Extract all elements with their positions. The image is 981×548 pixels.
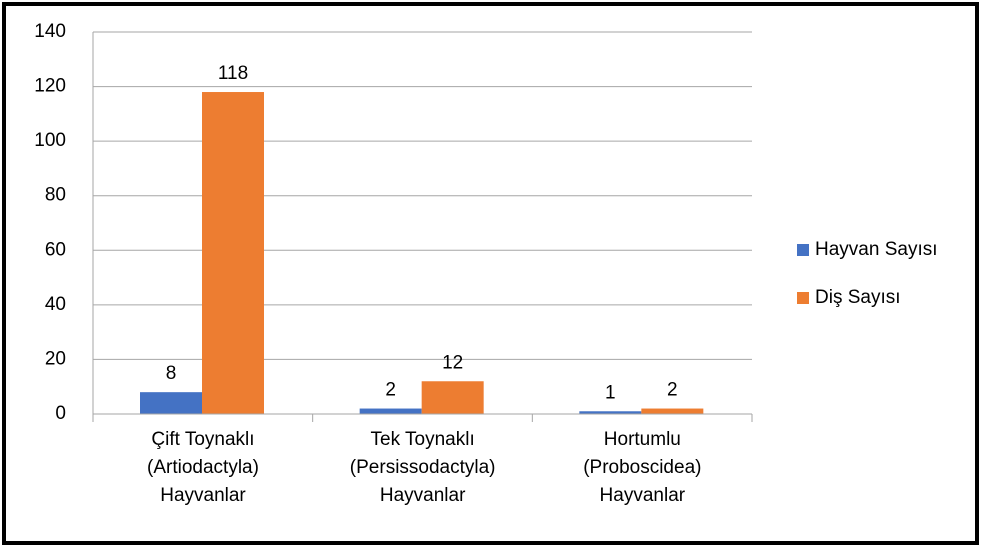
data-label: 2 (667, 380, 678, 401)
bar (140, 392, 202, 414)
data-label: 118 (218, 63, 248, 84)
y-tick-label: 80 (45, 185, 66, 206)
bar (579, 411, 642, 414)
legend-swatch (797, 292, 809, 304)
data-label: 12 (442, 352, 463, 373)
y-tick-label: 140 (34, 21, 66, 42)
y-tick-label: 0 (55, 403, 66, 424)
legend-label: Hayvan Sayısı (815, 239, 938, 260)
y-tick-label: 20 (45, 348, 66, 369)
y-tick-label: 100 (34, 130, 66, 151)
bar (202, 92, 264, 415)
y-tick-label: 120 (34, 76, 66, 97)
legend-label: Diş Sayısı (815, 287, 901, 308)
x-tick-label: Hortumlu (Proboscidea) Hayvanlar (583, 429, 702, 506)
x-tick-label: Çift Toynaklı (Artiodactyla) Hayvanlar (147, 429, 259, 506)
bar (641, 408, 704, 414)
y-tick-label: 60 (45, 239, 66, 260)
data-label: 2 (385, 380, 396, 401)
legend-swatch (797, 244, 809, 256)
bar (359, 408, 422, 414)
y-tick-label: 40 (45, 294, 66, 315)
data-label: 1 (605, 382, 616, 403)
data-label: 8 (166, 363, 177, 384)
bar (421, 381, 484, 414)
x-tick-label: Tek Toynaklı (Persissodactyla) Hayvanlar (349, 429, 496, 506)
